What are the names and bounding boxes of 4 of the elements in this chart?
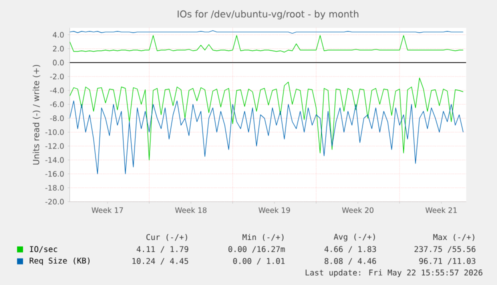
line-series	[70, 100, 464, 174]
y-axis-title: Units read (-) / write (+)	[32, 64, 40, 164]
line-series	[70, 78, 464, 160]
chart-title: IOs for /dev/ubuntu-vg/root - by month	[178, 10, 358, 20]
